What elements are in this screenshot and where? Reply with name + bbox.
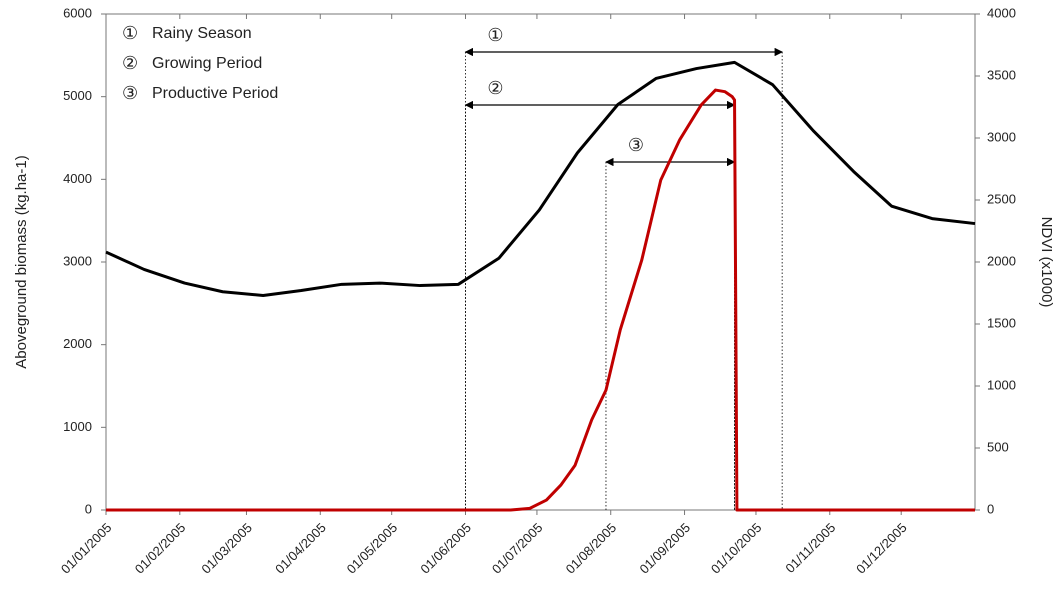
period-marker: ② xyxy=(487,78,503,98)
y-tick-label: 4000 xyxy=(63,171,92,186)
y2-tick-label: 1500 xyxy=(987,315,1016,330)
y2-tick-label: 0 xyxy=(987,501,994,516)
x-tick-label: 01/07/2005 xyxy=(489,520,546,577)
y-tick-label: 3000 xyxy=(63,253,92,268)
x-tick-label: 01/05/2005 xyxy=(344,520,401,577)
x-tick-label: 01/10/2005 xyxy=(708,520,765,577)
legend-label: Rainy Season xyxy=(152,25,252,42)
x-tick-label: 01/09/2005 xyxy=(636,520,693,577)
legend-symbol: ② xyxy=(122,53,138,73)
y-tick-label: 0 xyxy=(85,501,92,516)
y2-tick-label: 2000 xyxy=(987,253,1016,268)
y2-tick-label: 500 xyxy=(987,439,1009,454)
y-tick-label: 5000 xyxy=(63,88,92,103)
y2-tick-label: 4000 xyxy=(987,5,1016,20)
y2-axis-label: NDVI (x1000) xyxy=(1038,217,1055,308)
x-tick-label: 01/11/2005 xyxy=(782,520,838,576)
y-tick-label: 2000 xyxy=(63,336,92,351)
x-tick-label: 01/04/2005 xyxy=(272,520,329,577)
legend-label: Productive Period xyxy=(152,85,278,102)
y2-tick-label: 3000 xyxy=(987,129,1016,144)
period-marker: ① xyxy=(487,25,503,45)
data-line xyxy=(106,88,975,512)
x-tick-label: 01/01/2005 xyxy=(58,520,115,577)
x-tick-label: 01/06/2005 xyxy=(417,520,474,577)
x-tick-label: 01/03/2005 xyxy=(198,520,255,577)
y-tick-label: 1000 xyxy=(63,419,92,434)
period-marker: ③ xyxy=(628,135,644,155)
y-axis-label: Aboveground biomass (kg.ha-1) xyxy=(13,155,30,368)
y2-tick-label: 2500 xyxy=(987,191,1016,206)
legend-label: Growing Period xyxy=(152,55,262,72)
data-line xyxy=(105,60,976,297)
legend-symbol: ③ xyxy=(122,83,138,103)
y2-tick-label: 3500 xyxy=(987,67,1016,82)
y-tick-label: 6000 xyxy=(63,5,92,20)
x-tick-label: 01/12/2005 xyxy=(853,520,910,577)
legend-symbol: ① xyxy=(122,23,138,43)
y2-tick-label: 1000 xyxy=(987,377,1016,392)
x-tick-label: 01/02/2005 xyxy=(132,520,189,577)
x-tick-label: 01/08/2005 xyxy=(563,520,620,577)
